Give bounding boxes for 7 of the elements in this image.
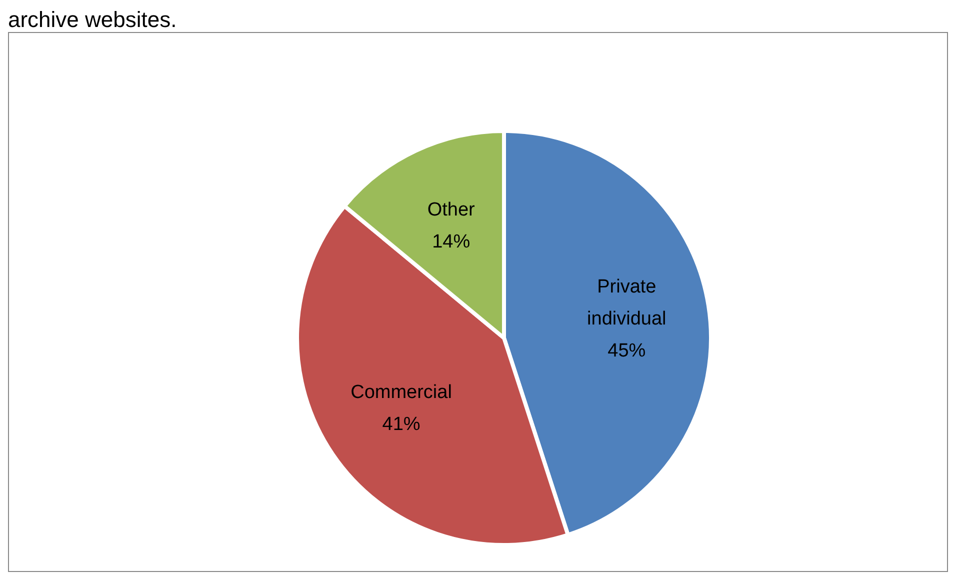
data-label: 41% (382, 413, 420, 434)
data-label: 14% (432, 231, 470, 252)
data-label: 45% (608, 340, 646, 362)
slice-label: Private individual (587, 276, 666, 330)
slice-label: Commercial (350, 381, 452, 402)
slice-label: Other (427, 199, 476, 220)
text: archive websites. (8, 7, 178, 32)
